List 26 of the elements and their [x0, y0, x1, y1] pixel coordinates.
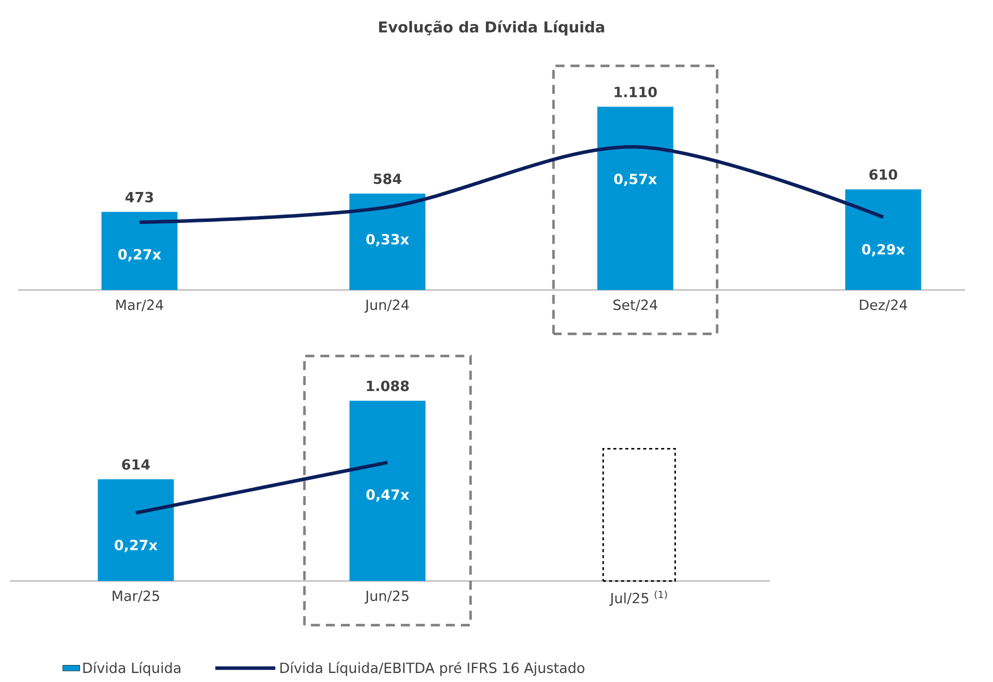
legend-label: Dívida Líquida [83, 662, 180, 676]
bar [597, 106, 674, 290]
x-tick-label: Jun/24 [364, 300, 409, 313]
x-tick-label: Mar/24 [116, 300, 164, 312]
data-label: 0,57x [614, 174, 657, 186]
chart-title: Evolução da Dívida Líquida [379, 20, 604, 36]
x-tick-label: Jul/25 $^{(1)}$ [609, 590, 667, 606]
x-tick-label: Jun/25 [364, 590, 408, 604]
bar [845, 189, 922, 290]
data-label: 614 [122, 459, 150, 470]
data-label: 473 [125, 192, 153, 202]
data-label: 584 [374, 174, 402, 184]
data-label: 0,29x [862, 244, 905, 256]
bar [349, 194, 426, 290]
x-tick-label: Dez/24 [860, 300, 908, 312]
data-label: 1.088 [366, 380, 409, 392]
x-tick-label: Mar/25 [112, 590, 160, 602]
data-label: 1.110 [614, 86, 657, 98]
legend-label: Dívida Líquida/EBITDA pré IFRS 16 Ajustado [280, 662, 584, 676]
data-label: 0,27x [118, 249, 162, 262]
x-tick-label: Set/24 [613, 300, 658, 312]
data-label: 610 [869, 169, 898, 180]
data-label: 0,27x [114, 540, 158, 552]
data-label: 0,33x [366, 234, 409, 246]
data-label: 0,47x [366, 489, 410, 502]
bar [101, 212, 178, 290]
